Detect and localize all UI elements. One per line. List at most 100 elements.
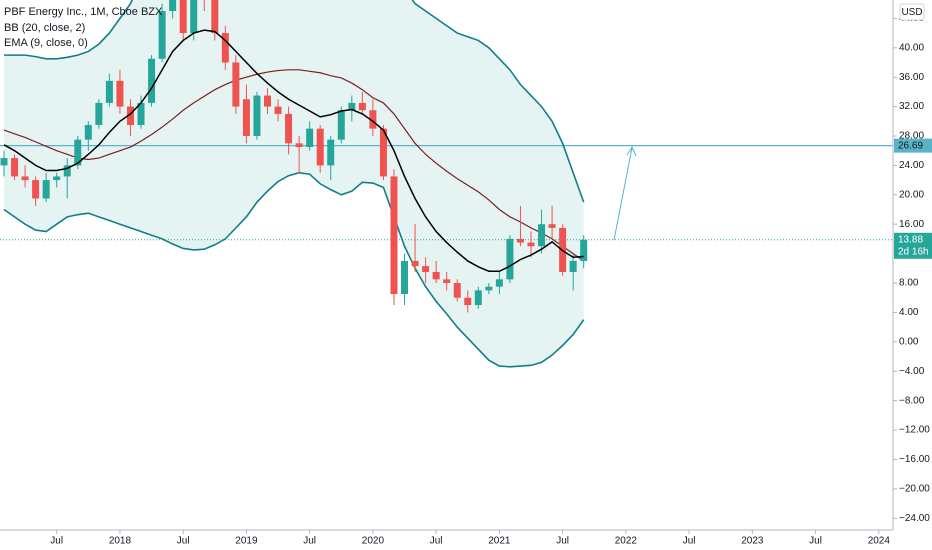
y-tick-label: 28.00 (899, 131, 924, 142)
candle-body (211, 0, 219, 34)
candle-body (253, 95, 261, 136)
bb-basis (3, 69, 585, 262)
candle-body (506, 238, 514, 280)
x-tick-label: Jul (50, 536, 63, 547)
candle-body (295, 143, 303, 148)
legend-bb: BB (20, close, 2) (4, 22, 85, 34)
x-tick-label: 2022 (615, 536, 638, 547)
candle-body (169, 0, 177, 12)
y-tick-label: 0.00 (899, 336, 919, 347)
y-tick-label: −4.00 (899, 366, 925, 377)
candle-body (306, 128, 314, 148)
x-tick-label: Jul (303, 536, 316, 547)
candle-body (327, 139, 335, 166)
ema-line (3, 29, 584, 272)
legend-ema: EMA (9, close, 0) (4, 37, 88, 49)
candle-body (495, 279, 503, 287)
x-tick-label: Jul (177, 536, 190, 547)
x-tick-label: Jul (430, 536, 443, 547)
y-tick-label: 8.00 (899, 278, 919, 289)
candle-body (337, 110, 345, 140)
y-tick-label: 20.00 (899, 189, 924, 200)
candle-body (516, 238, 524, 243)
candle-body (105, 80, 113, 103)
candle-body (432, 271, 440, 280)
x-tick-label: 2018 (109, 536, 132, 547)
currency-box (899, 3, 925, 21)
y-tick-label: −20.00 (899, 483, 930, 494)
candle-body (358, 102, 366, 111)
y-tick-label: 40.00 (899, 42, 924, 53)
candle-body (116, 80, 124, 107)
candle-body (84, 124, 92, 140)
candle-body (274, 106, 282, 114)
candle-body (221, 33, 229, 63)
candle-body (464, 297, 472, 306)
arrow (613, 145, 637, 241)
candle-body (401, 260, 409, 295)
hline-price-label: 26.69 (898, 140, 923, 151)
candle-body (42, 180, 50, 199)
candle-body (411, 260, 419, 267)
countdown: 2d 16h (898, 246, 929, 257)
candle-body (21, 176, 29, 181)
candle-body (485, 286, 493, 291)
candle-body (190, 0, 198, 34)
y-tick-label: 24.00 (899, 160, 924, 171)
candle-body (379, 128, 387, 177)
candle-body (74, 139, 82, 166)
last-price-box (894, 232, 932, 259)
plot-area (0, 0, 893, 368)
axes: 44.0040.0036.0032.0028.0024.0020.0016.00… (50, 13, 932, 547)
y-tick-label: −24.00 (899, 513, 930, 524)
candle-body (580, 239, 588, 261)
y-tick-label: 4.00 (899, 307, 919, 318)
candle-body (474, 290, 482, 306)
candle-body (179, 0, 187, 34)
hline-price-box (894, 138, 932, 153)
y-tick-label: −8.00 (899, 395, 925, 406)
bb-upper (4, 0, 585, 203)
candle-body (538, 224, 546, 247)
candle-body (242, 99, 250, 136)
x-tick-label: 2021 (488, 536, 511, 547)
candle-body (369, 110, 377, 129)
candle-body (126, 106, 134, 125)
candle-body (443, 279, 451, 284)
candle-body (11, 158, 19, 177)
y-tick-label: −12.00 (899, 425, 930, 436)
chart-title: PBF Energy Inc., 1M, Cboe BZX (4, 6, 163, 18)
candle-body (148, 58, 156, 103)
candle-body (232, 62, 240, 107)
currency: USD (901, 7, 922, 18)
y-tick-label: −16.00 (899, 454, 930, 465)
candle-body (390, 176, 398, 295)
candle-body (95, 102, 103, 125)
x-tick-label: Jul (683, 536, 696, 547)
x-tick-label: 2020 (362, 536, 385, 547)
candle-body (32, 180, 40, 199)
candle-body (285, 113, 293, 144)
candle-body (348, 102, 356, 111)
x-tick-label: 2019 (235, 536, 258, 547)
y-tick-label: 32.00 (899, 101, 924, 112)
candle-body (53, 176, 61, 181)
y-tick-label: 36.00 (899, 72, 924, 83)
candle-body (569, 260, 577, 272)
last-price-label: 13.88 (898, 234, 923, 245)
candle-body (527, 242, 535, 247)
bb-lower (3, 171, 585, 368)
x-tick-label: 2023 (741, 536, 764, 547)
candle-body (158, 11, 166, 59)
candle-body (0, 158, 8, 166)
candle-body (316, 128, 324, 166)
candle-body (422, 266, 430, 272)
candle-body (264, 95, 271, 107)
time-axis (0, 530, 932, 550)
y-tick-label: 16.00 (899, 219, 924, 230)
x-tick-label: Jul (556, 536, 569, 547)
price-axis (893, 0, 932, 550)
candle-body (63, 165, 71, 177)
x-tick-label: Jul (809, 536, 822, 547)
